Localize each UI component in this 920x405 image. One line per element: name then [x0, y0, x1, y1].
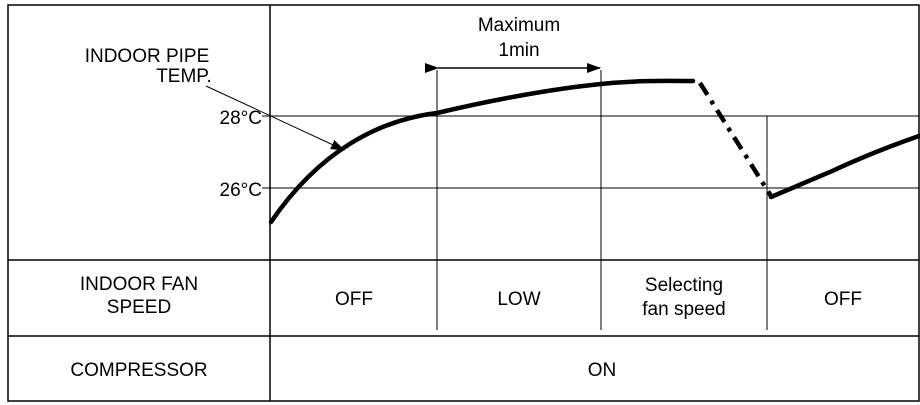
temp-26-label: 26°C [220, 180, 262, 201]
fan-speed-row-label-line1: INDOOR FAN [80, 274, 198, 295]
fan-state-selecting-line2: fan speed [642, 299, 725, 320]
pipe-temp-label-line1: INDOOR PIPE [85, 46, 210, 67]
max-time-label-line1: Maximum [478, 15, 560, 36]
compressor-state: ON [588, 360, 617, 381]
fan-state-low: LOW [497, 289, 540, 310]
temp-28-label: 28°C [220, 108, 262, 129]
compressor-row-label: COMPRESSOR [70, 360, 207, 381]
fan-state-off-1: OFF [335, 289, 373, 310]
pipe-temp-curve-falling-dashed [698, 81, 773, 198]
pipe-temp-label-line2: TEMP. [156, 66, 212, 87]
fan-speed-row-label-line2: SPEED [107, 297, 171, 318]
diagram-frame [7, 4, 920, 402]
max-time-label-line2: 1min [498, 40, 539, 61]
pipe-temp-curve-recovering [768, 133, 920, 200]
fan-state-off-2: OFF [824, 289, 862, 310]
fan-state-selecting-line1: Selecting [645, 275, 723, 296]
pipe-temp-leader-arrow [205, 85, 345, 151]
pipe-temp-curve-rising [268, 78, 696, 225]
